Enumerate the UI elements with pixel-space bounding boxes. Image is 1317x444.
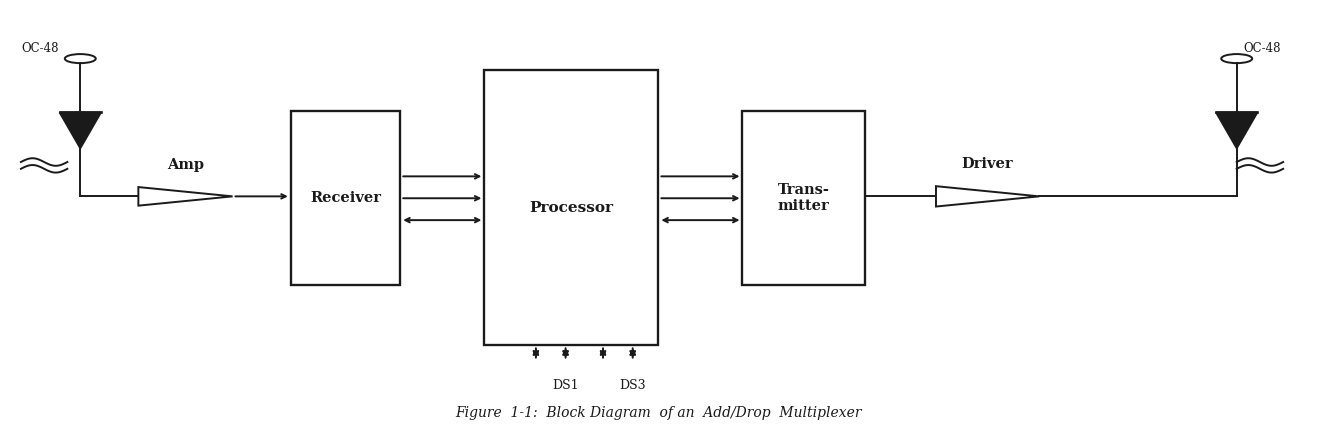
Polygon shape	[936, 186, 1039, 206]
Text: Trans-
mitter: Trans- mitter	[778, 183, 830, 214]
Text: Figure  1-1:  Block Diagram  of an  Add/Drop  Multiplexer: Figure 1-1: Block Diagram of an Add/Drop…	[456, 406, 861, 420]
Text: Processor: Processor	[529, 201, 614, 215]
Bar	[291, 111, 400, 285]
Text: OC-48: OC-48	[21, 42, 58, 55]
Text: DS1: DS1	[552, 379, 579, 392]
Polygon shape	[59, 112, 101, 148]
Polygon shape	[138, 187, 233, 206]
Bar	[743, 111, 865, 285]
Bar	[485, 70, 658, 345]
Text: DS3: DS3	[619, 379, 647, 392]
Text: Driver: Driver	[961, 157, 1013, 171]
Text: OC-48: OC-48	[1243, 42, 1280, 55]
Text: Amp: Amp	[167, 158, 204, 172]
Polygon shape	[1216, 112, 1258, 148]
Text: Receiver: Receiver	[309, 191, 381, 205]
